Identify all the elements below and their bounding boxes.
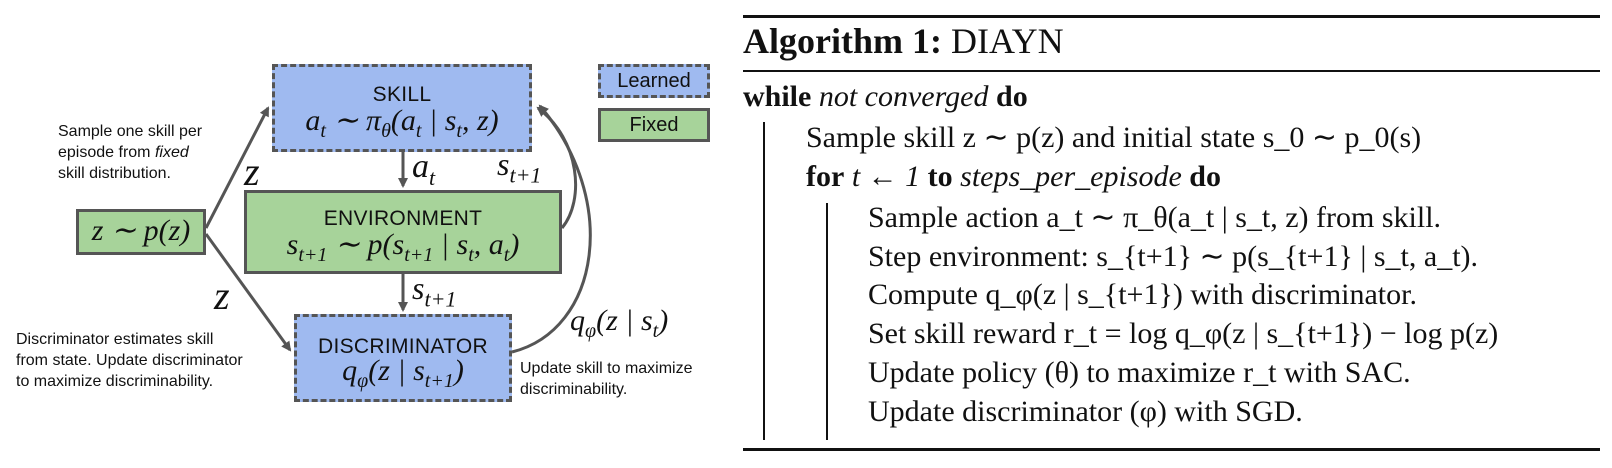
note-discriminator-line2: from state. Update discriminator [16, 352, 243, 369]
algo-bottom-rule [743, 448, 1600, 451]
legend-learned-label: Learned [617, 70, 691, 92]
note-discriminator: Discriminator estimates skill from state… [16, 329, 243, 392]
algo-step-1: Sample action a_t ∼ π_θ(a_t | s_t, z) fr… [868, 201, 1442, 234]
arrow-prior-to-discriminator [204, 233, 292, 352]
legend-fixed: Fixed [598, 108, 710, 142]
edge-label-z-lower: z [214, 273, 230, 318]
algo-for-bar [826, 203, 828, 440]
skill-title: SKILL [372, 83, 432, 106]
environment-formula: st+1 ∼ p(st+1 | st, at) [286, 228, 520, 267]
algo-title-rule [743, 70, 1600, 72]
algo-top-rule [743, 15, 1600, 18]
edge-label-z-upper: z [244, 149, 260, 194]
discriminator-box: DISCRIMINATOR qφ(z | st+1) [294, 314, 512, 402]
note-update-skill-line2: discriminability. [520, 381, 628, 398]
algo-while-line: while not converged do [743, 80, 1028, 113]
note-sample-skill: Sample one skill per episode from fixed … [58, 121, 202, 184]
note-update-skill-line1: Update skill to maximize [520, 360, 693, 377]
arrow-prior-to-skill [204, 106, 270, 229]
environment-title: ENVIRONMENT [323, 207, 483, 230]
prior-formula: z ∼ p(z) [91, 214, 191, 247]
environment-box: ENVIRONMENT st+1 ∼ p(st+1 | st, at) [244, 190, 562, 274]
skill-box: SKILL at ∼ πθ(at | st, z) [272, 64, 532, 152]
note-sample-skill-line1: Sample one skill per [58, 123, 203, 140]
diagram-arrows [204, 104, 592, 354]
algo-sample-skill-line: Sample skill z ∼ p(z) and initial state … [806, 121, 1422, 154]
discriminator-formula: qφ(z | st+1) [342, 354, 464, 393]
algo-while-bar [763, 122, 765, 440]
algo-for-line: for t ← 1 to steps_per_episode do [806, 160, 1221, 193]
algo-step-3: Compute q_φ(z | s_{t+1}) with discrimina… [868, 278, 1417, 311]
algo-title: Algorithm 1: DIAYN [743, 21, 1064, 61]
legend-fixed-label: Fixed [629, 114, 679, 136]
edge-label-s-next-down: st+1 [412, 270, 457, 312]
skill-formula: at ∼ πθ(at | st, z) [305, 104, 499, 143]
note-discriminator-line3: to maximize discriminability. [16, 373, 214, 390]
algo-step-5: Update policy (θ) to maximize r_t with S… [868, 356, 1411, 389]
algo-step-2: Step environment: s_{t+1} ∼ p(s_{t+1} | … [868, 240, 1479, 273]
note-update-skill: Update skill to maximize discriminabilit… [520, 358, 693, 400]
note-sample-skill-line2: episode from fixed [58, 144, 189, 161]
discriminator-title: DISCRIMINATOR [318, 335, 488, 358]
note-sample-skill-line3: skill distribution. [58, 165, 171, 182]
legend-learned: Learned [598, 64, 710, 98]
edge-label-a-t: at [412, 148, 436, 190]
arrow-discriminator-to-skill [511, 104, 592, 354]
edge-label-q-feedback: qφ(z | st) [570, 304, 669, 342]
edge-label-s-next-right: st+1 [497, 146, 542, 188]
algo-step-4: Set skill reward r_t = log q_φ(z | s_{t+… [868, 317, 1499, 350]
prior-box: z ∼ p(z) [76, 209, 206, 255]
note-discriminator-line1: Discriminator estimates skill [16, 331, 214, 348]
algo-step-6: Update discriminator (φ) with SGD. [868, 395, 1303, 428]
